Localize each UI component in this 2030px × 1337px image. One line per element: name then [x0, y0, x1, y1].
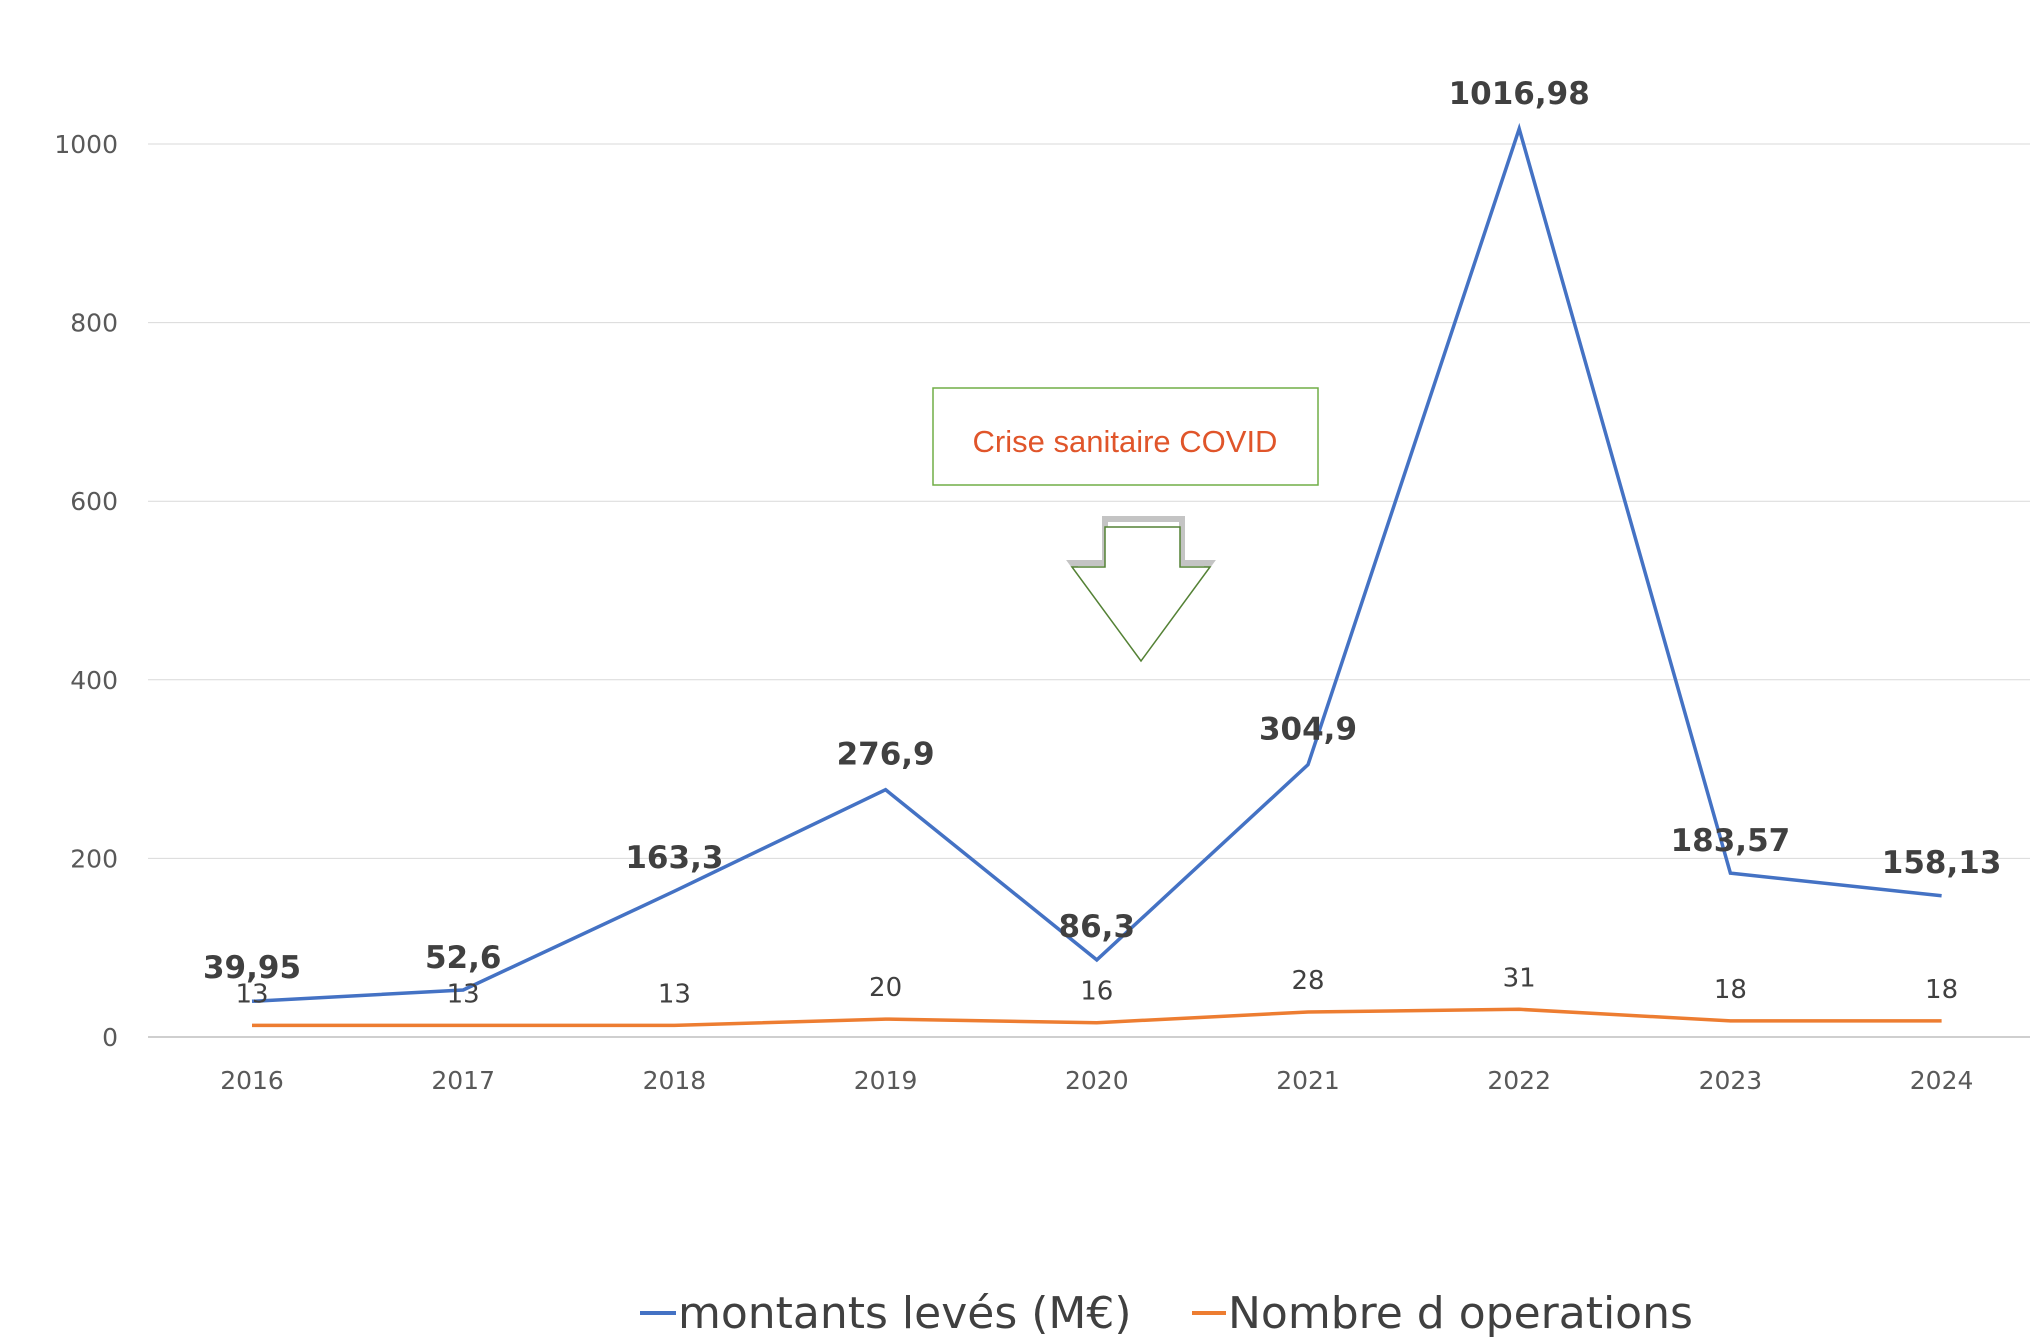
- data-label-operations-2024: 18: [1925, 975, 1958, 1005]
- series: [251, 122, 1942, 1028]
- data-label-operations-2018: 13: [658, 979, 691, 1009]
- data-label-montants-2020: 86,3: [1059, 909, 1136, 945]
- data-label-montants-2023: 183,57: [1671, 823, 1791, 859]
- x-tick-label-2019: 2019: [854, 1066, 918, 1095]
- series-line-montants: [251, 122, 1942, 1004]
- x-axis: 2016 2017 2018 2019 2020 2021 2022 2023 2024: [220, 1066, 1973, 1095]
- y-tick-label-800: 800: [70, 309, 118, 338]
- y-axis: 0 200 400 600 800 1000: [54, 130, 118, 1052]
- data-label-montants-2016: 39,95: [203, 950, 301, 986]
- data-label-montants-2024: 158,13: [1882, 845, 2002, 881]
- down-arrow-icon: [1070, 526, 1212, 663]
- x-tick-label-2016: 2016: [220, 1066, 284, 1095]
- data-label-operations-2021: 28: [1291, 966, 1324, 996]
- y-tick-label-200: 200: [70, 844, 118, 873]
- data-label-montants-2018: 163,3: [625, 840, 723, 876]
- x-tick-label-2021: 2021: [1276, 1066, 1340, 1095]
- data-label-montants-2019: 276,9: [837, 737, 935, 773]
- data-label-operations-2022: 31: [1503, 963, 1536, 993]
- data-label-montants-2017: 52,6: [425, 940, 502, 976]
- legend: montants levés (M€) Nombre d operations: [640, 1288, 1693, 1337]
- series-line-operations: [252, 1007, 1942, 1028]
- data-label-operations-2023: 18: [1714, 975, 1747, 1005]
- legend-label-montants: montants levés (M€): [678, 1288, 1132, 1337]
- data-label-montants-2021: 304,9: [1259, 712, 1357, 748]
- x-tick-label-2017: 2017: [431, 1066, 495, 1095]
- y-tick-label-600: 600: [70, 487, 118, 516]
- x-tick-label-2024: 2024: [1910, 1066, 1974, 1095]
- x-tick-label-2018: 2018: [643, 1066, 707, 1095]
- x-tick-label-2020: 2020: [1065, 1066, 1129, 1095]
- data-label-operations-2019: 20: [869, 973, 902, 1003]
- x-tick-label-2022: 2022: [1487, 1066, 1551, 1095]
- legend-label-operations: Nombre d operations: [1228, 1288, 1693, 1337]
- data-label-montants-2022: 1016,98: [1449, 76, 1590, 112]
- y-tick-label-400: 400: [70, 666, 118, 695]
- y-tick-label-0: 0: [102, 1023, 118, 1052]
- data-label-operations-2020: 16: [1080, 977, 1113, 1007]
- covid-annotation: Crise sanitaire COVID: [932, 387, 1319, 663]
- x-tick-label-2023: 2023: [1699, 1066, 1763, 1095]
- data-label-operations-2016: 13: [235, 979, 268, 1009]
- data-labels: 13 13 13 20 16 28 31 18 18 39,95 52,6 163,3 276,9 86,…: [203, 76, 2001, 1010]
- y-tick-label-1000: 1000: [54, 130, 118, 159]
- annotation-text: Crise sanitaire COVID: [973, 424, 1278, 459]
- annotation-box: [932, 387, 1319, 486]
- data-label-operations-2017: 13: [447, 979, 480, 1009]
- gridlines: [148, 143, 2030, 1038]
